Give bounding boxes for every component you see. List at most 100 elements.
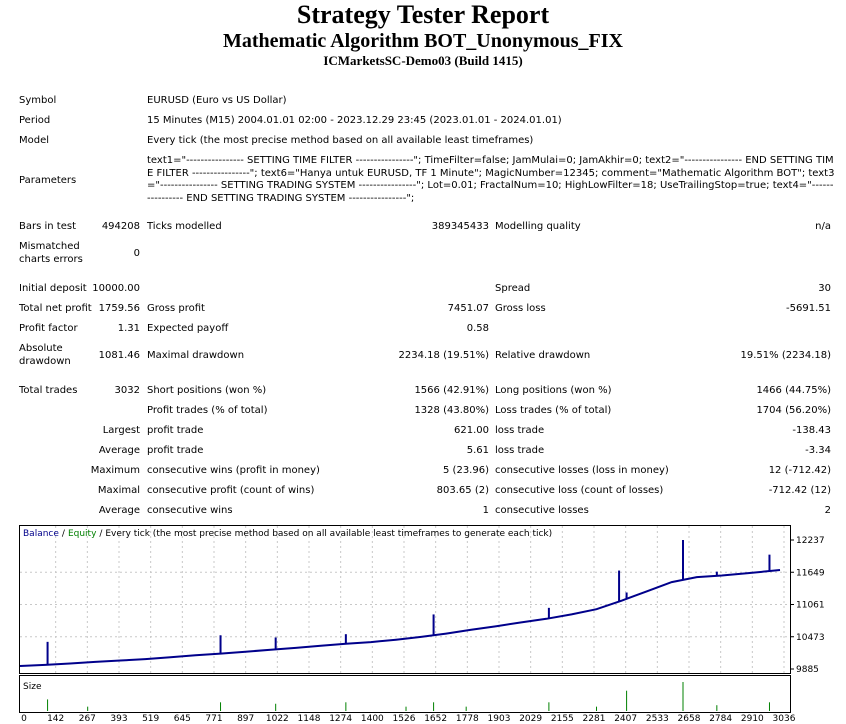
x-tick-label: 1022 — [266, 714, 289, 722]
maximal-label: Maximal — [97, 485, 140, 496]
x-tick-label: 2029 — [519, 714, 542, 722]
y-tick-label: 11061 — [796, 601, 825, 611]
max-drawdown-value: 2234.18 (19.51%) — [398, 350, 489, 361]
x-tick-label: 2658 — [678, 714, 701, 722]
gross-loss-label: Gross loss — [495, 303, 546, 314]
mismatched-label-2: charts errors — [19, 254, 83, 265]
x-tick-label: 1526 — [393, 714, 416, 722]
model-label: Model — [19, 135, 50, 146]
chart-grid — [20, 526, 790, 673]
average-profit-value: 5.61 — [466, 445, 489, 456]
parameters-value: text1="---------------- SETTING TIME FIL… — [147, 155, 835, 204]
parameters-label: Parameters — [19, 175, 77, 186]
quality-value: n/a — [815, 221, 831, 232]
long-positions-value: 1466 (44.75%) — [756, 385, 831, 396]
x-tick-label: 1274 — [329, 714, 352, 722]
abs-drawdown-label: Absolute — [19, 343, 63, 354]
x-tick-label: 1148 — [298, 714, 321, 722]
short-positions-label: Short positions (won %) — [147, 385, 267, 396]
avg-cons-label: Average — [98, 505, 140, 516]
x-tick-label: 1903 — [488, 714, 511, 722]
mismatched-label: Mismatched — [19, 241, 80, 252]
period-value: 15 Minutes (M15) 2004.01.01 02:00 - 2023… — [147, 115, 562, 126]
size-plot-frame — [19, 675, 791, 713]
largest-loss-value: -138.43 — [792, 425, 831, 436]
legend-balance: Balance — [23, 529, 59, 539]
loss-trades-value: 1704 (56.20%) — [756, 405, 831, 416]
expected-payoff-label: Expected payoff — [147, 323, 229, 334]
rel-drawdown-label: Relative drawdown — [495, 350, 591, 361]
net-profit-value: 1759.56 — [98, 303, 140, 314]
max-cons-wins-value: 5 (23.96) — [443, 465, 489, 476]
initial-deposit-value: 10000.00 — [92, 283, 140, 294]
symbol-value: EURUSD (Euro vs US Dollar) — [147, 95, 287, 106]
size-label: Size — [23, 682, 42, 692]
spread-label: Spread — [495, 283, 531, 294]
period-label: Period — [19, 115, 51, 126]
x-tick-label: 519 — [142, 714, 159, 722]
legend-equity: Equity — [68, 529, 97, 539]
x-axis-ticks: 0 142 267 393 519 645 771 897 1022 1148 1274 1400 15… — [21, 714, 796, 722]
legend-sep: / — [62, 529, 66, 539]
maximal-cons-profit-label: consecutive profit (count of wins) — [147, 485, 315, 496]
ticks-value: 389345433 — [431, 221, 489, 232]
loss-trades-label: Loss trades (% of total) — [495, 405, 612, 416]
largest-loss-label: loss trade — [495, 425, 545, 436]
gross-profit-value: 7451.07 — [447, 303, 489, 314]
x-tick-label: 2910 — [741, 714, 764, 722]
average-label: Average — [98, 445, 140, 456]
max-cons-losses-value: 12 (-712.42) — [768, 465, 831, 476]
model-value: Every tick (the most precise method base… — [147, 135, 534, 146]
y-tick-label: 9885 — [796, 665, 819, 675]
net-profit-label: Total net profit — [19, 303, 92, 314]
expert-name: Mathematic Algorithm BOT_Unonymous_FIX — [223, 30, 623, 52]
x-tick-label: 771 — [205, 714, 222, 722]
expected-payoff-value: 0.58 — [466, 323, 489, 334]
avg-cons-losses-value: 2 — [824, 505, 831, 516]
y-axis-ticks: 12237 11649 11061 10473 9885 — [790, 536, 825, 675]
ticks-label: Ticks modelled — [147, 221, 222, 232]
quality-label: Modelling quality — [495, 221, 581, 232]
y-tick-label: 12237 — [796, 536, 825, 546]
x-tick-label: 142 — [47, 714, 64, 722]
x-tick-label: 393 — [110, 714, 127, 722]
chart-legend: Balance / Equity / Every tick (the most pre… — [23, 529, 552, 539]
average-profit-label: profit trade — [147, 445, 204, 456]
avg-cons-wins-value: 1 — [482, 505, 489, 516]
bars-value: 494208 — [101, 221, 140, 232]
abs-drawdown-value: 1081.46 — [98, 350, 140, 361]
maximal-cons-loss-label: consecutive loss (count of losses) — [495, 485, 664, 496]
x-tick-label: 2155 — [551, 714, 574, 722]
profit-factor-value: 1.31 — [117, 323, 140, 334]
maximum-label: Maximum — [90, 465, 140, 476]
abs-drawdown-label-2: drawdown — [19, 356, 71, 367]
balance-spikes — [46, 540, 771, 665]
x-tick-label: 645 — [174, 714, 191, 722]
maximal-cons-profit-value: 803.65 (2) — [436, 485, 489, 496]
maximal-cons-loss-value: -712.42 (12) — [768, 485, 831, 496]
profit-trades-value: 1328 (43.80%) — [414, 405, 489, 416]
largest-profit-label: profit trade — [147, 425, 204, 436]
average-loss-value: -3.34 — [805, 445, 831, 456]
y-tick-label: 10473 — [796, 633, 825, 643]
gross-profit-label: Gross profit — [147, 303, 205, 314]
rel-drawdown-value: 19.51% (2234.18) — [740, 350, 831, 361]
x-tick-label: 1400 — [361, 714, 384, 722]
balance-line — [19, 569, 781, 667]
x-tick-label: 0 — [21, 714, 27, 722]
server-name: ICMarketsSC-Demo03 (Build 1415) — [323, 53, 523, 68]
legend-mode: / Every tick (the most precise method ba… — [99, 529, 552, 539]
x-tick-label: 2533 — [646, 714, 669, 722]
size-bars — [47, 682, 770, 711]
gross-loss-value: -5691.51 — [786, 303, 831, 314]
total-trades-label: Total trades — [19, 385, 78, 396]
x-tick-label: 2281 — [583, 714, 606, 722]
x-tick-label: 1652 — [424, 714, 447, 722]
balance-chart: Balance / Equity / Every tick (the most pre… — [19, 525, 825, 722]
x-tick-label: 3036 — [773, 714, 796, 722]
avg-cons-losses-label: consecutive losses — [495, 505, 589, 516]
long-positions-label: Long positions (won %) — [495, 385, 612, 396]
mismatched-value: 0 — [133, 248, 140, 259]
short-positions-value: 1566 (42.91%) — [414, 385, 489, 396]
average-loss-label: loss trade — [495, 445, 545, 456]
